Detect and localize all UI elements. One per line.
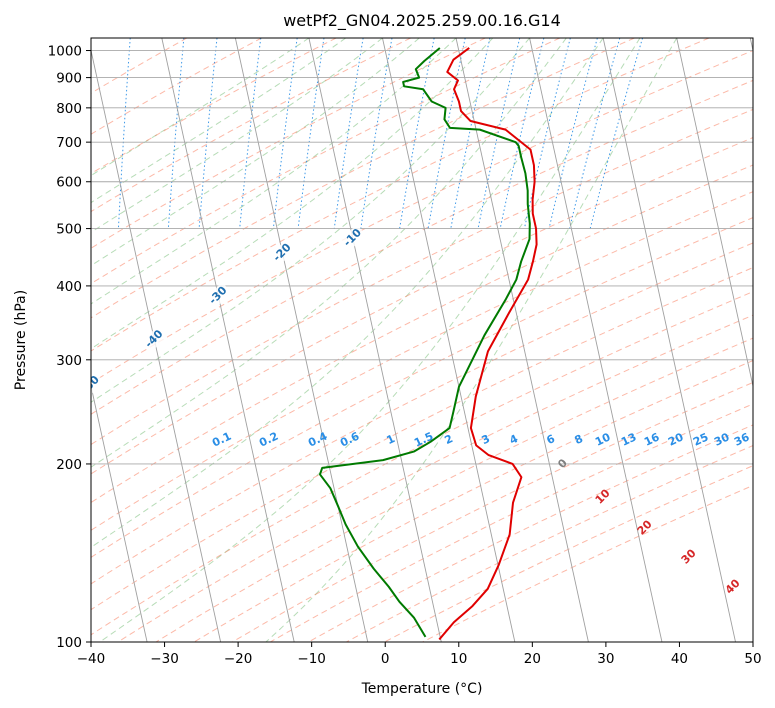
y-tick-label: 700 <box>56 135 82 151</box>
y-tick-label: 300 <box>56 353 82 369</box>
mixing-ratio-line <box>198 38 218 229</box>
x-tick-label: 20 <box>524 651 541 667</box>
x-tick-label: 30 <box>597 651 614 667</box>
dry-adiabat-line <box>91 79 753 415</box>
temperature-profile-line <box>438 47 538 641</box>
x-tick-label: −20 <box>224 651 253 667</box>
dry-adiabat-line <box>91 137 753 475</box>
x-tick-label: 50 <box>744 651 761 667</box>
mixing-ratio-line <box>523 38 571 229</box>
dry-adiabat-line <box>91 38 337 175</box>
isotherm-line <box>455 38 589 642</box>
isotherm-label-bg <box>204 282 232 310</box>
isotherm-line <box>308 38 442 642</box>
dewpoint-profile-line <box>318 47 531 638</box>
y-tick-label: 900 <box>56 71 82 87</box>
isotherm-line <box>234 38 369 642</box>
y-tick-label: 800 <box>56 101 82 117</box>
plot-frame <box>90 37 754 643</box>
moist-adiabat-line <box>99 38 641 642</box>
isotherm-label-bg <box>269 239 296 267</box>
isotherm-label-bg <box>91 371 105 399</box>
plot-area: -100-90-80-70-60-50-40-30-20-100.10.20.4… <box>79 38 753 642</box>
y-tick-label: 400 <box>56 279 82 295</box>
mixing-ratio-label: 16 <box>642 430 662 448</box>
y-tick-label: 600 <box>56 175 82 191</box>
mixing-ratio-line <box>477 38 521 229</box>
dry-adiabats <box>91 38 753 642</box>
dry-adiabat-line <box>91 49 753 384</box>
dry-adiabat-line <box>91 164 753 504</box>
dry-adiabat-line <box>91 242 753 585</box>
y-axis-ticks: 100 200 300 400 500 600 700 800 900 1000 <box>48 44 91 651</box>
isobars <box>91 50 753 642</box>
isotherm-label-bg <box>140 325 168 353</box>
y-tick-label: 1000 <box>48 44 82 60</box>
mixing-ratio-line <box>297 38 325 229</box>
isotherm-line <box>91 384 148 642</box>
y-tick-label: 200 <box>56 457 82 473</box>
isotherm-line <box>161 38 295 642</box>
mixing-ratio-line <box>499 38 545 229</box>
dry-adiabat-line <box>91 267 753 611</box>
moist-adiabat-line <box>91 38 604 548</box>
y-tick-label: 500 <box>56 222 82 238</box>
mixing-ratio-label: 36 <box>732 430 752 448</box>
isotherms <box>91 38 753 642</box>
x-tick-label: −40 <box>77 651 106 667</box>
profiles <box>318 47 538 641</box>
isotherm-line <box>602 38 736 642</box>
isotherm-line <box>676 38 753 389</box>
isotherm-line <box>529 38 663 642</box>
dry-adiabat-line <box>91 191 753 531</box>
x-tick-label: 10 <box>450 651 467 667</box>
mixing-ratio-label: 13 <box>619 430 638 448</box>
x-tick-label: 0 <box>381 651 390 667</box>
dry-adiabat-line <box>91 38 188 94</box>
moist-adiabat-line <box>91 38 530 403</box>
moist-adiabat-line <box>91 38 567 468</box>
x-axis-label: Temperature (°C) <box>361 681 483 697</box>
mixing-ratio-line <box>239 38 262 229</box>
dry-adiabat-line <box>155 337 753 642</box>
mixing-ratio-line <box>450 38 491 229</box>
chart-title: wetPf2_GN04.2025.259.00.16.G14 <box>283 11 561 31</box>
mixing-ratio-line <box>272 38 298 229</box>
dry-adiabat-line <box>91 38 411 213</box>
x-tick-label: −10 <box>297 651 326 667</box>
isotherm-label: -50 <box>79 373 102 396</box>
mixing-ratio-label: 10 <box>593 430 613 448</box>
isotherm-line <box>382 38 516 642</box>
mixing-ratio-label: 30 <box>712 430 732 448</box>
mixing-ratio-line <box>548 38 598 229</box>
x-axis-ticks: −40 −30 −20 −10 0 10 20 30 40 50 <box>77 642 762 667</box>
y-axis-label: Pressure (hPa) <box>13 290 29 390</box>
isotherm-label-bg <box>339 224 367 252</box>
dry-adiabat-line <box>193 359 753 642</box>
x-tick-label: 40 <box>671 651 688 667</box>
mixing-ratio-line <box>569 38 621 229</box>
dry-adiabat-line <box>91 38 635 319</box>
y-tick-label: 100 <box>56 635 82 651</box>
x-tick-label: −30 <box>150 651 179 667</box>
moist-adiabat-line <box>91 38 420 267</box>
mixing-ratio-line <box>333 38 364 229</box>
mixing-ratio-label: 20 <box>666 430 686 448</box>
mixing-ratio-label: 25 <box>691 430 710 448</box>
mixing-ratio-line <box>360 38 393 229</box>
moist-adiabat-line <box>91 38 494 350</box>
dry-adiabat-line <box>91 108 753 446</box>
